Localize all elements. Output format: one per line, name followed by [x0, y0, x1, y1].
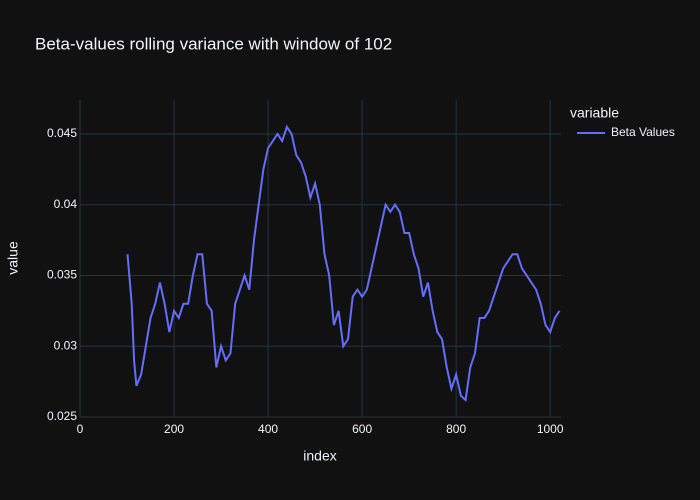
x-tick-label: 1000 [537, 422, 564, 436]
legend-label: Beta Values [611, 125, 675, 139]
y-tick-label: 0.025 [47, 409, 77, 423]
y-tick-label: 0.045 [47, 126, 77, 140]
x-tick-label: 600 [352, 422, 372, 436]
x-tick-label: 800 [446, 422, 466, 436]
y-tick-label: 0.04 [54, 197, 78, 211]
x-tick-label: 0 [77, 422, 84, 436]
line-series [126, 124, 561, 403]
legend-title: variable [570, 105, 619, 121]
x-tick-label: 400 [258, 422, 278, 436]
y-tick-label: 0.03 [54, 338, 78, 352]
y-tick-label: 0.035 [47, 268, 77, 282]
x-axis-title: index [303, 448, 336, 464]
x-tick-label: 200 [164, 422, 184, 436]
chart-title: Beta-values rolling variance with window… [35, 34, 392, 53]
y-axis-title: value [5, 241, 21, 275]
